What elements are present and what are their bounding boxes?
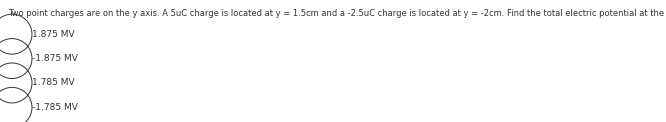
Text: 1.785 MV: 1.785 MV xyxy=(32,78,75,87)
Text: -1.785 MV: -1.785 MV xyxy=(32,103,78,112)
Text: -1.875 MV: -1.875 MV xyxy=(32,54,78,63)
Text: Two point charges are on the y axis. A 5uC charge is located at y = 1.5cm and a : Two point charges are on the y axis. A 5… xyxy=(8,9,666,18)
Text: 1.875 MV: 1.875 MV xyxy=(32,30,75,39)
